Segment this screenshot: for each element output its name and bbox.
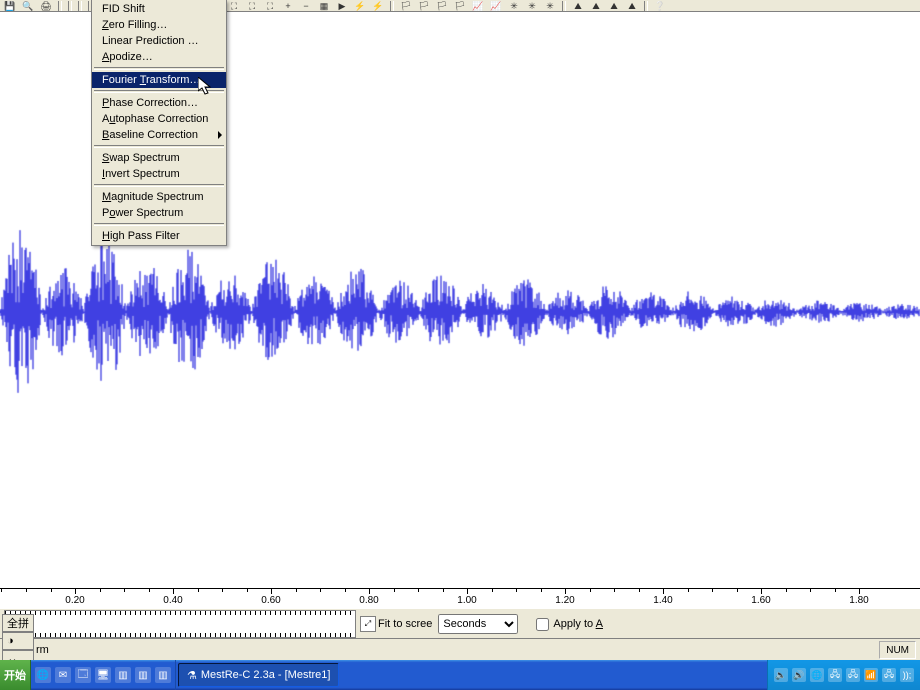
x-tick-label: 1.60: [751, 595, 770, 606]
menu-item[interactable]: Magnitude Spectrum: [92, 189, 226, 205]
tray-icon[interactable]: 🔈: [774, 668, 788, 682]
status-suffix: rm: [36, 644, 49, 656]
menu-item[interactable]: Invert Spectrum: [92, 166, 226, 182]
quick-launch-icon[interactable]: ✉: [55, 667, 71, 683]
lower-control-bar: ⤢ Fit to scree Seconds Apply to A: [0, 608, 920, 639]
quick-launch-icon[interactable]: 🖥: [95, 667, 111, 683]
menu-item[interactable]: High Pass Filter: [92, 228, 226, 244]
toolbar-icon[interactable]: ⛶: [262, 1, 278, 11]
x-tick-label: 1.80: [849, 595, 868, 606]
menu-item[interactable]: Baseline Correction: [92, 127, 226, 143]
numlock-indicator: NUM: [879, 641, 916, 659]
toolbar-icon[interactable]: 🏳: [434, 1, 450, 11]
toolbar-icon[interactable]: ❔: [652, 1, 668, 11]
x-tick-label: 0.60: [261, 595, 280, 606]
menu-item[interactable]: Fourier Transform…: [92, 72, 226, 88]
toolbar-icon[interactable]: ⛰: [570, 1, 586, 11]
toolbar-icon[interactable]: 🏳: [416, 1, 432, 11]
menu-item[interactable]: Linear Prediction …: [92, 33, 226, 49]
apply-label: Apply to A: [553, 618, 603, 630]
quick-launch-icon[interactable]: 🌐: [35, 667, 51, 683]
apply-to-a-checkbox[interactable]: Apply to A: [532, 615, 603, 634]
quick-launch-icon[interactable]: 🗔: [75, 667, 91, 683]
unit-select[interactable]: Seconds: [438, 614, 518, 634]
quick-launch-icon[interactable]: ▥: [135, 667, 151, 683]
toolbar-icon[interactable]: ⛰: [606, 1, 622, 11]
toolbar-icon[interactable]: ✳: [524, 1, 540, 11]
toolbar-icon[interactable]: ⚡: [370, 1, 386, 11]
menu-item[interactable]: Apodize…: [92, 49, 226, 65]
menu-separator: [94, 184, 224, 187]
x-tick-label: 1.00: [457, 595, 476, 606]
x-tick-label: 1.40: [653, 595, 672, 606]
menu-separator: [94, 90, 224, 93]
menu-separator: [94, 223, 224, 226]
toolbar-icon[interactable]: 📈: [488, 1, 504, 11]
apply-checkbox-input[interactable]: [536, 618, 549, 631]
menu-item[interactable]: Zero Filling…: [92, 17, 226, 33]
menu-item[interactable]: Swap Spectrum: [92, 150, 226, 166]
toolbar-icon[interactable]: 💾: [2, 1, 18, 11]
toolbar-icon[interactable]: ▶: [334, 1, 350, 11]
tray-icon[interactable]: 🌐: [810, 668, 824, 682]
overview-ruler[interactable]: [4, 610, 356, 638]
toolbar-icon[interactable]: 📈: [470, 1, 486, 11]
menu-item[interactable]: Phase Correction…: [92, 95, 226, 111]
toolbar-icon[interactable]: ⛰: [624, 1, 640, 11]
start-button[interactable]: 开始: [0, 660, 31, 690]
x-tick-label: 1.20: [555, 595, 574, 606]
toolbar-icon[interactable]: 🔍: [20, 1, 36, 11]
status-bar: 全拼◑↔▥▥ rm NUM: [0, 638, 920, 661]
x-tick-label: 0.40: [163, 595, 182, 606]
toolbar-icon[interactable]: 🖨: [38, 1, 54, 11]
menu-item[interactable]: Power Spectrum: [92, 205, 226, 221]
x-tick-label: 0.80: [359, 595, 378, 606]
quick-launch: 🌐✉🗔🖥▥▥▥: [31, 660, 176, 690]
tray-icon[interactable]: 🖧: [882, 668, 896, 682]
toolbar-icon[interactable]: 🏳: [398, 1, 414, 11]
toolbar-icon[interactable]: ⛰: [588, 1, 604, 11]
toolbar-icon[interactable]: +: [280, 1, 296, 11]
toolbar-icon[interactable]: 🏳: [452, 1, 468, 11]
tray-icon[interactable]: 🖧: [846, 668, 860, 682]
fit-icon[interactable]: ⤢: [360, 616, 376, 632]
system-tray: 🔈 🔊 🌐 🖧 🖧 📶 🖧));: [767, 660, 920, 690]
status-tab[interactable]: 全拼: [2, 614, 34, 632]
x-tick-label: 0.20: [65, 595, 84, 606]
quick-launch-icon[interactable]: ▥: [115, 667, 131, 683]
x-axis-ruler: 0.20 0.40 0.60 0.80 1.00 1.20 1.40 1.60 1.80: [0, 588, 920, 609]
toolbar-icon[interactable]: ✳: [542, 1, 558, 11]
fit-label: Fit to scree: [378, 618, 432, 630]
toolbar-icon[interactable]: ⛶: [244, 1, 260, 11]
toolbar-icon[interactable]: ⛶: [226, 1, 242, 11]
tray-icon[interactable]: 🔊: [792, 668, 806, 682]
menu-separator: [94, 67, 224, 70]
menu-separator: [94, 145, 224, 148]
toolbar-icon[interactable]: ⚡: [352, 1, 368, 11]
tray-icon[interactable]: ));: [900, 668, 914, 682]
quick-launch-icon[interactable]: ▥: [155, 667, 171, 683]
tray-icon[interactable]: 📶: [864, 668, 878, 682]
toolbar-icon[interactable]: ✳: [506, 1, 522, 11]
taskbar-task[interactable]: ⚗MestRe-C 2.3a - [Mestre1]: [178, 663, 339, 687]
status-tab[interactable]: ◑: [2, 632, 34, 650]
windows-taskbar: 开始 🌐✉🗔🖥▥▥▥ ⚗MestRe-C 2.3a - [Mestre1] 🔈🔊…: [0, 660, 920, 690]
toolbar-icon[interactable]: −: [298, 1, 314, 11]
processing-menu: FID ShiftZero Filling…Linear Prediction …: [91, 0, 227, 246]
menu-item[interactable]: FID Shift: [92, 1, 226, 17]
tray-icon[interactable]: 🖧: [828, 668, 842, 682]
toolbar-icon[interactable]: ▦: [316, 1, 332, 11]
menu-item[interactable]: Autophase Correction: [92, 111, 226, 127]
